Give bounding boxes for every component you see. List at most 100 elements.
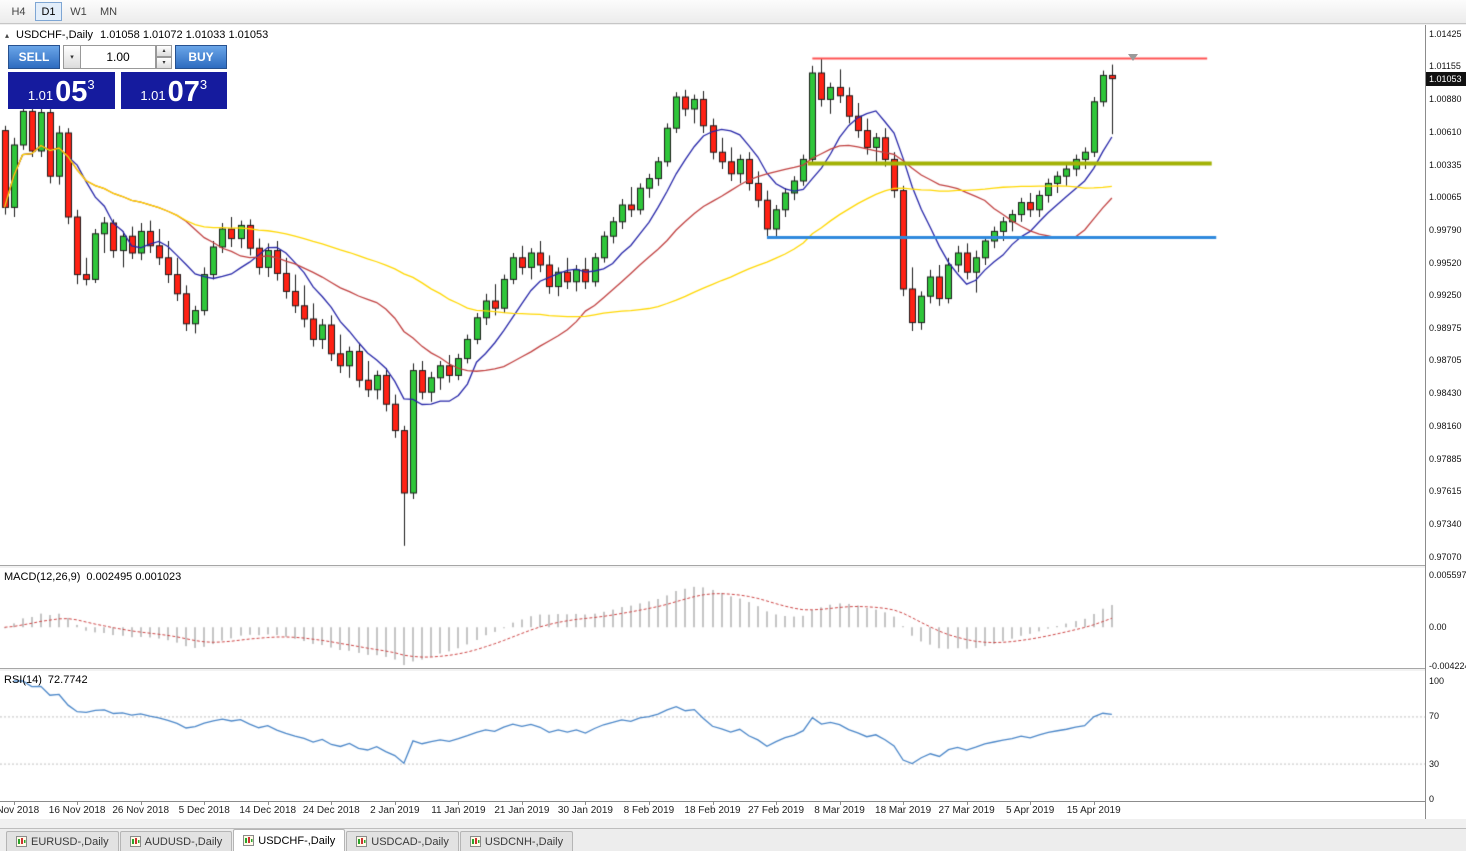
macd-pane-canvas[interactable]: [0, 568, 1425, 668]
time-axis-label: 21 Jan 2019: [494, 805, 550, 816]
chart-tabs-bar: EURUSD-,Daily AUDUSD-,Daily USDCHF-,Dail…: [0, 828, 1466, 851]
price-scale-axis[interactable]: 1.01053 1.01425 1.01155 1.00880 1.00610 1.00…: [1425, 25, 1466, 819]
chart-area: 7 Nov 2018 16 Nov 2018 26 Nov 2018 5 Dec 20…: [0, 25, 1466, 819]
volume-input[interactable]: [81, 45, 156, 69]
price-pane-canvas[interactable]: [0, 25, 1425, 565]
time-axis-label: 27 Feb 2019: [747, 805, 805, 816]
bid-pip-digit: 3: [87, 77, 95, 92]
time-axis-tick: [839, 802, 841, 805]
time-axis-label: 2 Jan 2019: [370, 805, 420, 816]
volume-step-up-icon[interactable]: ▴: [156, 45, 172, 57]
chart-tab-icon: [16, 836, 27, 847]
time-axis-label: 14 Dec 2018: [239, 805, 297, 816]
ohlc-values: 1.01058 1.01072 1.01033 1.01053: [100, 29, 269, 41]
macd-scale-tick: 0.00: [1429, 622, 1447, 633]
chart-tab-usdcnh[interactable]: USDCNH-,Daily: [459, 831, 574, 851]
pane-splitter[interactable]: [0, 565, 1466, 568]
price-scale-tick: 1.00065: [1429, 192, 1462, 203]
ask-price-display[interactable]: 1.01 07 3: [120, 72, 227, 109]
time-axis-tick: [77, 802, 79, 805]
time-axis[interactable]: 7 Nov 2018 16 Nov 2018 26 Nov 2018 5 Dec 20…: [0, 801, 1466, 819]
ask-prefix: 1.01: [140, 88, 166, 103]
time-axis-tick: [903, 802, 905, 805]
price-scale-tick: 0.99790: [1429, 225, 1462, 236]
time-axis-tick: [1093, 802, 1095, 805]
macd-scale-tick: 0.005597: [1429, 570, 1466, 581]
timeframe-button-w1[interactable]: W1: [65, 2, 92, 21]
price-scale-tick: 1.00335: [1429, 159, 1462, 170]
chart-tab-usdcad[interactable]: USDCAD-,Daily: [346, 831, 459, 851]
macd-indicator-label: MACD(12,26,9) 0.002495 0.001023: [4, 571, 181, 583]
time-axis-tick: [394, 802, 396, 805]
ask-big-digits: 07: [167, 76, 200, 108]
time-axis-tick: [521, 802, 523, 805]
timeframe-button-mn[interactable]: MN: [95, 2, 122, 21]
chart-tab-usdchf[interactable]: USDCHF-,Daily: [233, 829, 346, 851]
chart-tab-label: AUDUSD-,Daily: [144, 835, 223, 848]
collapse-panel-icon[interactable]: ▴: [5, 30, 10, 40]
buy-button[interactable]: BUY: [175, 45, 227, 69]
rsi-indicator-label: RSI(14) 72.7742: [4, 674, 88, 686]
sell-button[interactable]: SELL: [8, 45, 60, 69]
chart-tab-label: USDCHF-,Daily: [258, 834, 336, 847]
time-axis-label: 8 Mar 2019: [814, 805, 865, 816]
time-axis-label: 15 Apr 2019: [1066, 805, 1121, 816]
timeframe-toolbar: H4 D1 W1 MN: [0, 0, 1466, 24]
chart-tab-label: EURUSD-,Daily: [31, 835, 109, 848]
volume-stepper: ▴ ▾: [156, 45, 172, 69]
price-scale-tick: 0.98705: [1429, 355, 1462, 366]
chart-tab-icon: [356, 836, 368, 847]
time-axis-tick: [458, 802, 460, 805]
chart-tab-eurusd[interactable]: EURUSD-,Daily: [6, 831, 119, 851]
time-axis-tick: [648, 802, 650, 805]
time-axis-tick: [140, 802, 142, 805]
bid-prefix: 1.01: [27, 88, 54, 103]
bid-price-display[interactable]: 1.01 05 3: [8, 72, 115, 109]
macd-scale-tick: -0.004224: [1429, 661, 1466, 672]
time-axis-label: 11 Jan 2019: [431, 805, 486, 816]
macd-values: 0.002495 0.001023: [86, 571, 182, 583]
ohlc-header: ▴ USDCHF-,Daily 1.01058 1.01072 1.01033 …: [5, 29, 268, 41]
time-axis-label: 16 Nov 2018: [48, 805, 106, 816]
chart-tab-audusd[interactable]: AUDUSD-,Daily: [119, 831, 233, 851]
rsi-scale-tick: 30: [1429, 758, 1440, 769]
time-axis-tick: [1030, 802, 1032, 805]
time-axis-label: 26 Nov 2018: [112, 805, 170, 816]
price-scale-tick: 1.01425: [1429, 29, 1462, 39]
volume-dropdown-button[interactable]: ▾: [63, 45, 81, 69]
chart-shift-marker-icon: [1128, 54, 1138, 61]
symbol-title: USDCHF-,Daily: [16, 29, 94, 41]
price-scale-tick: 0.98430: [1429, 388, 1462, 399]
time-axis-tick: [585, 802, 587, 805]
chart-tab-icon: [243, 835, 255, 846]
pane-splitter[interactable]: [0, 668, 1466, 671]
price-scale-tick: 0.97885: [1429, 453, 1462, 464]
time-axis-label: 5 Apr 2019: [1005, 805, 1055, 816]
time-axis-label: 24 Dec 2018: [302, 805, 360, 816]
time-axis-label: 8 Feb 2019: [623, 805, 675, 816]
time-axis-tick: [267, 802, 269, 805]
time-axis-tick: [966, 802, 968, 805]
price-scale-tick: 0.97615: [1429, 486, 1462, 497]
rsi-pane-canvas[interactable]: [0, 671, 1425, 801]
price-scale-tick: 0.98975: [1429, 323, 1462, 333]
price-scale-tick: 0.99250: [1429, 290, 1462, 300]
bid-big-digits: 05: [55, 76, 88, 108]
time-axis-tick: [331, 802, 333, 805]
volume-step-down-icon[interactable]: ▾: [156, 57, 172, 69]
rsi-name: RSI(14): [4, 674, 42, 686]
chart-tab-icon: [469, 836, 481, 847]
time-axis-label: 5 Dec 2018: [178, 805, 230, 816]
time-axis-tick: [712, 802, 714, 805]
chart-tab-label: USDCNH-,Daily: [484, 835, 564, 848]
timeframe-button-d1[interactable]: D1: [35, 2, 62, 21]
time-axis-label: 27 Mar 2019: [938, 805, 995, 816]
one-click-trading-panel: SELL ▾ ▴ ▾ BUY 1.01 05 3 1.01 07 3: [8, 45, 227, 109]
current-price-tag: 1.01053: [1426, 71, 1466, 86]
rsi-scale-tick: 70: [1429, 711, 1440, 722]
rsi-value: 72.7742: [47, 674, 88, 686]
price-scale-tick: 0.98160: [1429, 420, 1462, 431]
timeframe-button-h4[interactable]: H4: [5, 2, 32, 21]
price-scale-tick: 0.99520: [1429, 257, 1462, 268]
rsi-scale-tick: 0: [1429, 794, 1435, 804]
